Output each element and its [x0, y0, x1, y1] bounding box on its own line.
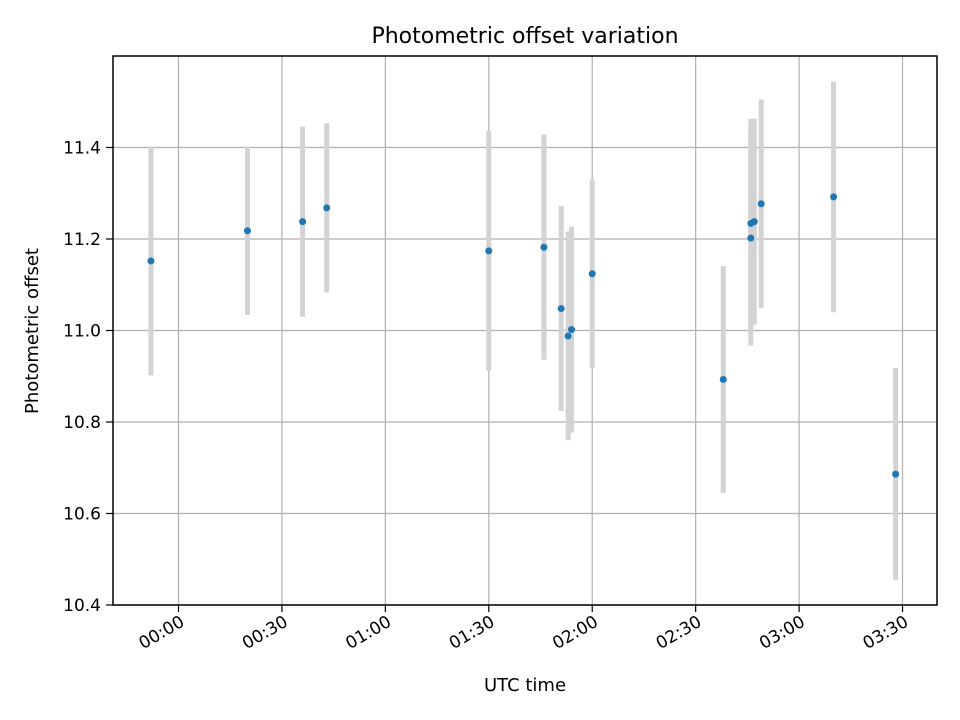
data-point	[299, 218, 307, 226]
y-tick-label: 11.0	[63, 322, 101, 342]
y-axis: 10.4 10.6 10.8 11.0 11.2 11.4	[63, 139, 113, 616]
data-point	[750, 218, 758, 226]
data-point	[147, 257, 155, 265]
data-point	[485, 247, 493, 255]
data-point	[892, 470, 900, 478]
y-tick-label: 10.4	[63, 596, 101, 616]
data-point	[557, 305, 565, 313]
y-axis-label: Photometric offset	[22, 248, 43, 414]
y-tick-label: 10.6	[63, 505, 101, 525]
data-point	[568, 326, 576, 334]
data-point	[564, 332, 572, 340]
y-tick-label: 11.2	[63, 230, 101, 250]
data-point	[747, 234, 755, 242]
y-tick-label: 10.8	[63, 413, 101, 433]
data-point	[719, 375, 727, 383]
data-point	[540, 243, 548, 251]
x-axis-label: UTC time	[484, 675, 566, 696]
y-tick-label: 11.4	[63, 139, 101, 159]
data-point	[243, 227, 251, 235]
data-point	[588, 270, 596, 278]
point-layer	[147, 193, 900, 478]
data-point	[830, 193, 838, 201]
data-point	[323, 204, 331, 212]
data-point	[757, 200, 765, 208]
chart-title: Photometric offset variation	[371, 24, 678, 49]
